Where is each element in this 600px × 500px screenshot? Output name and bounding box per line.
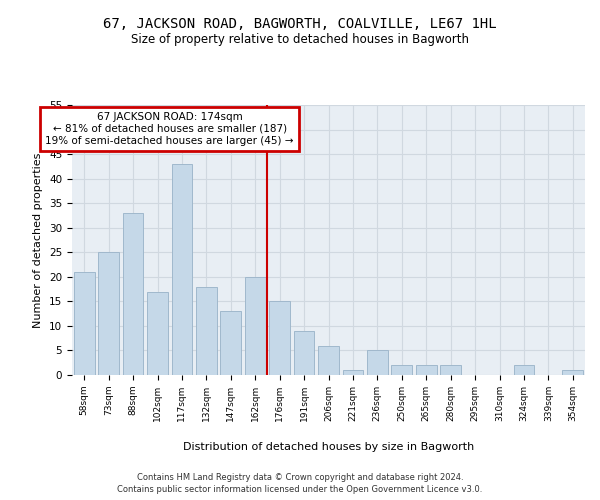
Bar [293, 331, 314, 375]
Bar [318, 346, 339, 375]
Y-axis label: Number of detached properties: Number of detached properties [34, 152, 43, 328]
Bar [147, 292, 168, 375]
Text: 67, JACKSON ROAD, BAGWORTH, COALVILLE, LE67 1HL: 67, JACKSON ROAD, BAGWORTH, COALVILLE, L… [103, 18, 497, 32]
Bar [562, 370, 583, 375]
Text: Size of property relative to detached houses in Bagworth: Size of property relative to detached ho… [131, 32, 469, 46]
Bar [514, 365, 535, 375]
Bar [440, 365, 461, 375]
Bar [391, 365, 412, 375]
Bar [122, 213, 143, 375]
Text: Contains HM Land Registry data © Crown copyright and database right 2024.: Contains HM Land Registry data © Crown c… [137, 472, 463, 482]
Bar [416, 365, 437, 375]
Bar [196, 286, 217, 375]
Bar [245, 277, 266, 375]
Bar [98, 252, 119, 375]
Text: Distribution of detached houses by size in Bagworth: Distribution of detached houses by size … [183, 442, 475, 452]
Text: Contains public sector information licensed under the Open Government Licence v3: Contains public sector information licen… [118, 485, 482, 494]
Bar [367, 350, 388, 375]
Bar [343, 370, 364, 375]
Bar [172, 164, 193, 375]
Bar [269, 302, 290, 375]
Text: 67 JACKSON ROAD: 174sqm
← 81% of detached houses are smaller (187)
19% of semi-d: 67 JACKSON ROAD: 174sqm ← 81% of detache… [46, 112, 294, 146]
Bar [220, 311, 241, 375]
Bar [74, 272, 95, 375]
